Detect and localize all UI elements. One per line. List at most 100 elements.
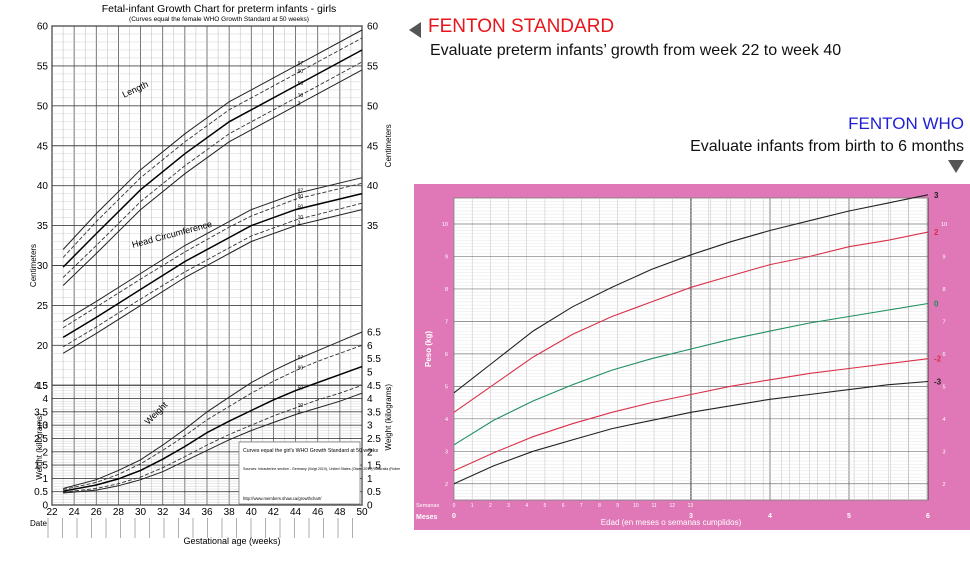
head-percentile-label: 90 — [298, 194, 304, 200]
y-right-tick-label: 4.5 — [367, 381, 381, 392]
who-y-tick-label-left: 6 — [445, 352, 448, 358]
y-right-tick-label: 50 — [367, 101, 379, 112]
length-percentile-label: 90 — [298, 69, 304, 75]
weight-percentile-label: 50 — [298, 386, 304, 392]
who-zscore-0-line — [453, 302, 929, 446]
who-y-tick-label-left: 5 — [445, 384, 448, 390]
who-y-tick-label-right: 5 — [942, 384, 945, 390]
head-percentile-label: 97 — [298, 189, 304, 195]
y-left-tick-label: 40 — [37, 181, 49, 192]
y-right-tick-label: 55 — [367, 61, 379, 72]
who-week-tick-label: 11 — [651, 503, 656, 509]
pointer-down-arrow-icon — [948, 160, 964, 173]
who-zscore--3-line — [453, 380, 929, 485]
who-week-tick-label: 10 — [633, 503, 639, 509]
x-tick-label: 38 — [224, 507, 236, 518]
who-x-axis-label: Edad (en meses o semanas cumplidos) — [601, 518, 742, 527]
weight-percentile-label: 10 — [298, 403, 304, 409]
y-left-tick-label: 4.5 — [34, 381, 48, 392]
who-y-tick-label-left: 3 — [445, 449, 448, 455]
who-weeks-row-label: Semanas — [416, 503, 439, 509]
head-percentile-3-line — [62, 209, 363, 354]
x-tick-label: 50 — [356, 507, 368, 518]
y-left-tick-label: 2 — [42, 447, 48, 458]
y-right-tick-label: 0 — [367, 501, 373, 512]
date-label: Date — [30, 519, 47, 528]
y-left-tick-label: 0 — [42, 501, 48, 512]
who-week-tick-label: 3 — [507, 503, 510, 509]
y-right-tick-label: 2.5 — [367, 434, 381, 445]
head-percentile-50-line — [62, 192, 363, 339]
x-tick-label: 42 — [268, 507, 280, 518]
who-zscore-label: -2 — [934, 355, 942, 364]
weight-percentile-3-line — [63, 392, 363, 494]
y-right-tick-label: 60 — [367, 22, 379, 33]
length-percentile-90-line — [62, 37, 363, 258]
length-percentile-97-line — [62, 29, 363, 250]
y-right-lower-label: Weight (kilograms) — [384, 384, 393, 451]
who-week-tick-label: 4 — [525, 503, 528, 509]
legend-box — [238, 441, 361, 505]
who-week-tick-label: 5 — [544, 503, 547, 509]
y-right-tick-label: 4 — [367, 394, 373, 405]
who-week-tick-label: 1 — [471, 503, 474, 509]
who-y-tick-label-right: 7 — [942, 319, 945, 325]
y-left-upper-label: Centimeters — [29, 244, 38, 287]
x-tick-label: 36 — [201, 507, 213, 518]
y-right-upper-label: Centimeters — [384, 124, 393, 167]
who-y-tick-label-left: 4 — [445, 417, 448, 423]
who-week-tick-label: 7 — [580, 503, 583, 509]
length-percentile-50-line — [62, 49, 363, 268]
who-y-tick-label-right: 2 — [942, 482, 945, 488]
fenton-who-subtitle: Evaluate infants from birth to 6 months — [690, 138, 964, 155]
y-right-tick-label: 3 — [367, 421, 373, 432]
y-left-tick-label: 1.5 — [34, 461, 48, 472]
who-week-tick-label: 2 — [489, 503, 492, 509]
who-y-tick-label-left: 8 — [445, 287, 448, 293]
who-y-tick-label-left: 10 — [442, 222, 448, 228]
who-month-tick-label: 4 — [768, 513, 772, 520]
weight-percentile-97-line — [62, 331, 363, 489]
who-week-tick-label: 6 — [562, 503, 565, 509]
y-left-tick-label: 60 — [37, 22, 49, 33]
y-left-tick-label: 35 — [37, 221, 49, 232]
x-tick-label: 48 — [334, 507, 346, 518]
x-tick-label: 28 — [113, 507, 125, 518]
fenton-growth-chart: Fetal-infant Growth Chart for preterm in… — [29, 3, 400, 546]
y-right-tick-label: 1.5 — [367, 461, 381, 472]
who-y-tick-label-right: 10 — [941, 222, 947, 228]
who-y-tick-label-right: 8 — [942, 287, 945, 293]
weight-percentile-90-line — [63, 344, 363, 491]
pointer-left-arrow-icon — [409, 22, 421, 38]
y-left-tick-label: 25 — [37, 301, 49, 312]
head-percentile-90-line — [62, 182, 363, 329]
who-week-tick-label: 13 — [688, 503, 694, 509]
y-left-tick-label: 0.5 — [34, 487, 48, 498]
head-percentile-10-line — [62, 202, 363, 348]
who-week-tick-label: 8 — [598, 503, 601, 509]
length-percentile-10-line — [62, 61, 363, 278]
y-left-lower-label: Weight (kilograms) — [35, 413, 44, 480]
y-left-tick-label: 30 — [37, 261, 49, 272]
who-zscore-label: 2 — [934, 228, 939, 237]
y-right-tick-label: 40 — [367, 181, 379, 192]
who-month-tick-label: 6 — [926, 513, 930, 520]
length-percentile-label: 97 — [298, 61, 304, 67]
who-zscore-label: 3 — [934, 191, 939, 200]
who-week-tick-label: 9 — [616, 503, 619, 509]
y-right-tick-label: 45 — [367, 141, 379, 152]
who-y-tick-label-left: 7 — [445, 319, 448, 325]
who-y-tick-label-right: 4 — [942, 417, 945, 423]
y-right-tick-label: 0.5 — [367, 487, 381, 498]
y-left-tick-label: 4 — [42, 394, 48, 405]
x-tick-label: 34 — [179, 507, 191, 518]
head-percentile-label: 10 — [298, 215, 304, 221]
x-tick-label: 26 — [91, 507, 103, 518]
who-y-tick-label-right: 9 — [942, 254, 945, 260]
fenton-standard-subtitle: Evaluate preterm infants’ growth from we… — [430, 42, 842, 59]
y-left-tick-label: 55 — [37, 61, 49, 72]
who-week-tick-label: 12 — [669, 503, 675, 509]
who-month-tick-label: 3 — [689, 513, 693, 520]
who-zscore-label: -3 — [934, 377, 942, 386]
sources-text: Sources: Intrauterine section - Germany … — [243, 467, 400, 471]
